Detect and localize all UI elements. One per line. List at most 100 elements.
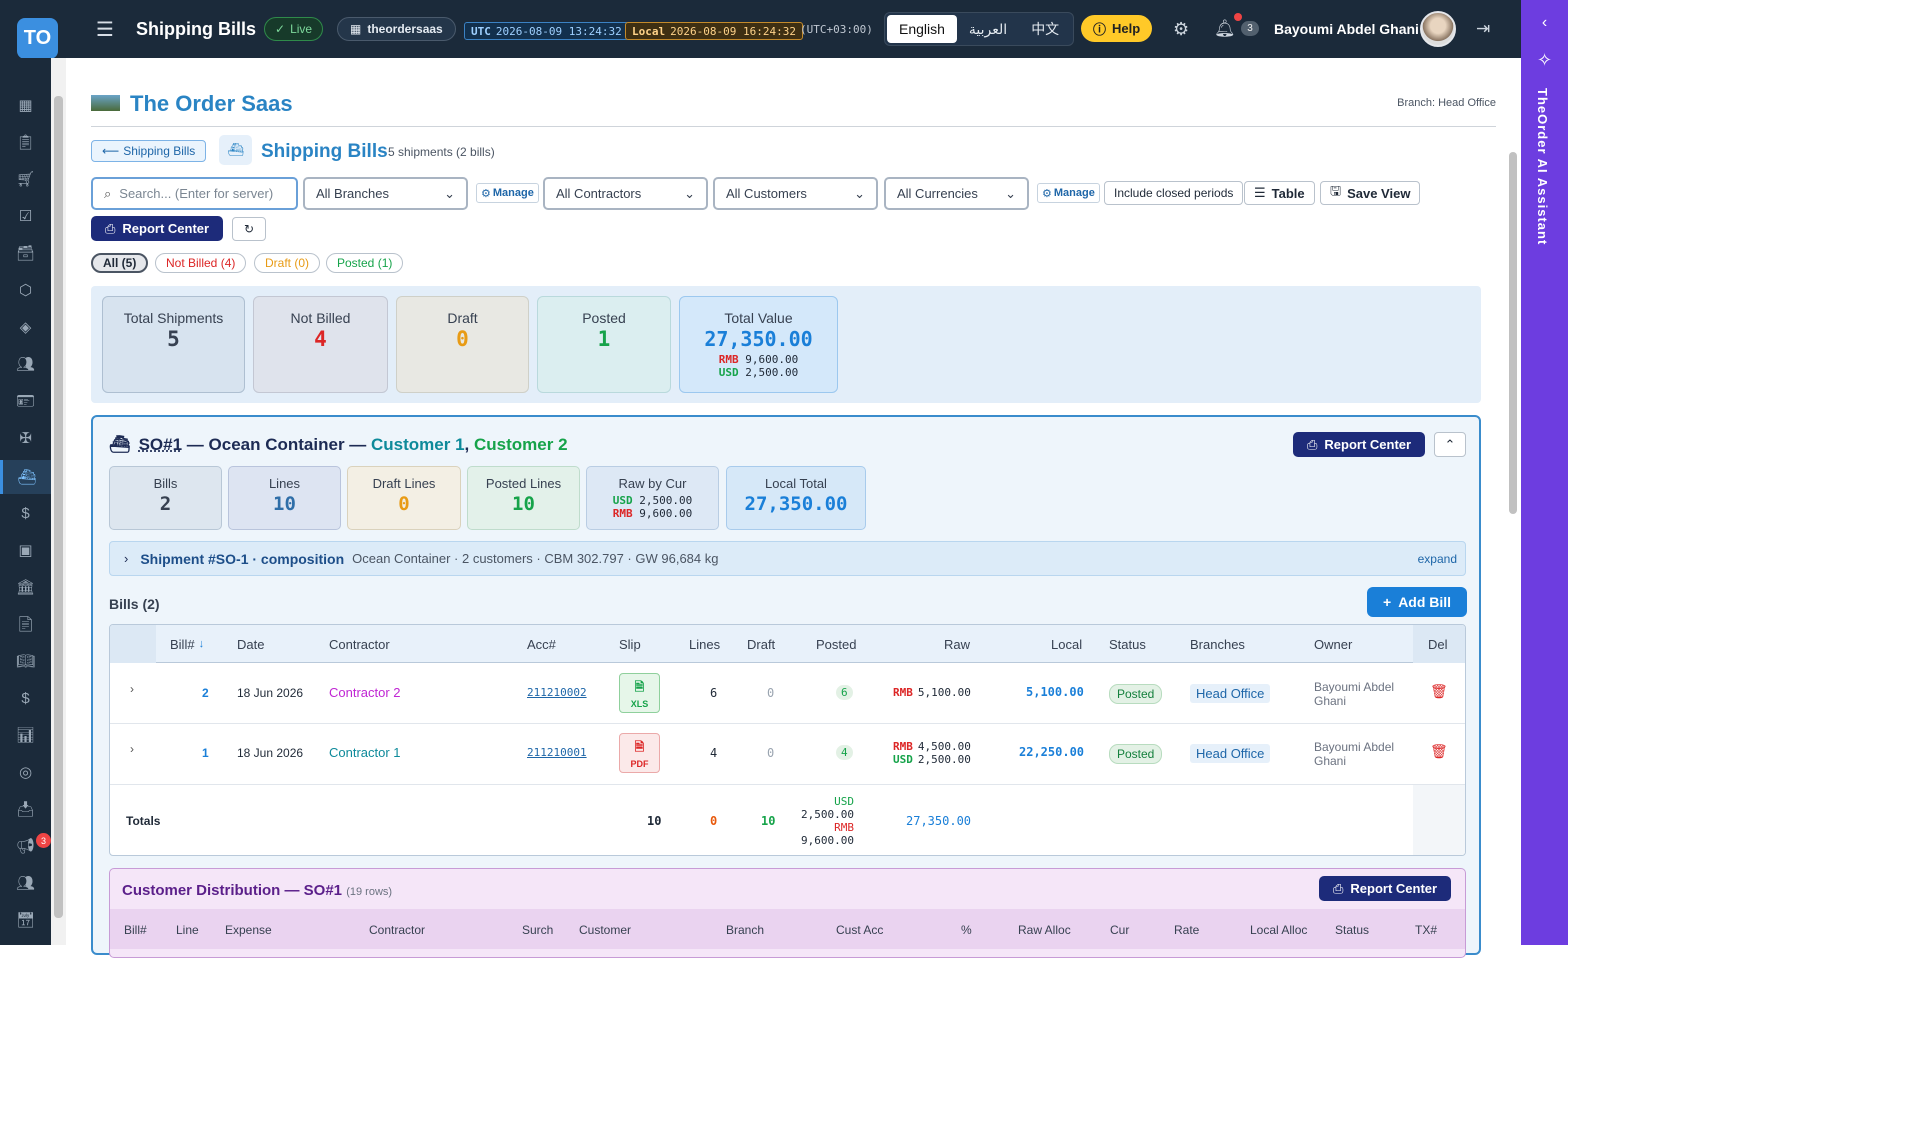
chevron-right-icon[interactable]: › <box>130 742 134 756</box>
col-branches[interactable]: Branches <box>1190 636 1245 652</box>
add-bill-button[interactable]: + Add Bill <box>1367 587 1468 617</box>
shipment-report-center-button[interactable]: ⎙ Report Center <box>1293 432 1426 457</box>
dashboard-icon[interactable]: ▦ <box>18 97 33 114</box>
customer-link[interactable]: Customer 1 <box>371 435 465 454</box>
include-closed-toggle[interactable]: Include closed periods <box>1104 181 1244 205</box>
megaphone-icon[interactable]: 📢︎ <box>15 838 36 855</box>
bill-number[interactable]: 2 <box>202 686 209 700</box>
slip-xls-button[interactable]: 🗎︎ XLS <box>619 673 660 713</box>
cd-col-raw-alloc[interactable]: Raw Alloc <box>1018 923 1071 937</box>
team-icon[interactable]: 👥︎ <box>15 875 36 892</box>
dollar-icon[interactable]: $ <box>21 689 30 707</box>
col-acc[interactable]: Acc# <box>527 636 556 652</box>
lang-arabic[interactable]: العربية <box>968 20 1008 37</box>
sidebar-scrollbar[interactable] <box>51 58 66 945</box>
branches-select[interactable]: All Branches ⌄ <box>303 177 468 210</box>
layers-icon[interactable]: ◈ <box>19 319 32 336</box>
trash-icon[interactable]: 🗑︎ <box>1430 743 1448 759</box>
collapse-button[interactable]: ⌃ <box>1434 432 1466 457</box>
cd-col-customer[interactable]: Customer <box>579 923 632 937</box>
main-scrollbar[interactable] <box>1506 138 1521 945</box>
dollar-doc-icon[interactable]: $ <box>21 504 30 522</box>
cd-col-local-alloc[interactable]: Local Alloc <box>1250 923 1308 937</box>
users-icon[interactable]: 👥︎ <box>15 356 36 373</box>
wallet-icon[interactable]: ▣ <box>18 542 33 559</box>
trash-icon[interactable]: 🗑︎ <box>1430 683 1448 699</box>
account-link[interactable]: 211210002 <box>527 686 587 699</box>
col-lines[interactable]: Lines <box>689 636 721 652</box>
gear-icon[interactable]: ⚙ <box>1173 18 1190 39</box>
col-posted[interactable]: Posted <box>816 636 857 652</box>
back-button[interactable]: ⟵ Shipping Bills <box>91 140 207 162</box>
app-logo[interactable]: TO <box>17 18 58 59</box>
bank-icon[interactable]: 🏛︎ <box>15 579 36 596</box>
col-date[interactable]: Date <box>237 636 265 652</box>
col-status[interactable]: Status <box>1109 636 1146 652</box>
shipment-link[interactable]: SO#1 <box>138 435 183 454</box>
customers-select[interactable]: All Customers ⌄ <box>713 177 878 210</box>
chevron-right-icon[interactable]: › <box>130 682 134 696</box>
manage-currencies-button[interactable]: ⚙ Manage <box>1037 183 1100 203</box>
composition-bar[interactable]: › Shipment #SO-1 · composition Ocean Con… <box>109 541 1466 576</box>
col-owner[interactable]: Owner <box>1314 636 1353 652</box>
person-icon[interactable]: ✠ <box>19 430 32 447</box>
cd-col-rate[interactable]: Rate <box>1174 923 1200 937</box>
col-contractor[interactable]: Contractor <box>329 636 390 652</box>
ship-icon[interactable]: ⛴ <box>0 460 51 494</box>
calendar-clock-icon[interactable]: 📅︎ <box>15 912 36 929</box>
book-icon[interactable]: 📖︎ <box>15 653 36 670</box>
cd-col-cust-acc[interactable]: Cust Acc <box>836 923 884 937</box>
lang-chinese[interactable]: 中文 <box>1031 21 1060 37</box>
cd-col-expense[interactable]: Expense <box>225 923 272 937</box>
contractors-select[interactable]: All Contractors ⌄ <box>543 177 708 210</box>
currencies-select[interactable]: All Currencies ⌄ <box>884 177 1029 210</box>
table-row[interactable]: › 1 18 Jun 2026 Contractor 1 211210001 🗎… <box>110 724 1465 784</box>
help-button[interactable]: ⓘ Help <box>1081 15 1153 42</box>
bill-number[interactable]: 1 <box>202 746 209 760</box>
slip-pdf-button[interactable]: 🗎︎ PDF <box>619 733 660 773</box>
cd-col-surch[interactable]: Surch <box>522 923 554 937</box>
ai-assistant-panel[interactable]: ‹ ✧ TheOrder AI Assistant <box>1521 0 1568 945</box>
search-input[interactable]: ⌕ Search... (Enter for server) <box>91 177 298 210</box>
cd-report-center-button[interactable]: ⎙ Report Center <box>1319 876 1452 901</box>
cd-col-status[interactable]: Status <box>1335 923 1370 937</box>
badge-icon[interactable]: 🪪︎ <box>15 393 36 410</box>
table-row[interactable]: › 2 18 Jun 2026 Contractor 2 211210002 🗎… <box>110 664 1465 724</box>
account-link[interactable]: 211210001 <box>527 746 587 759</box>
chart-icon[interactable]: 📊︎ <box>15 727 36 744</box>
document-icon[interactable]: 📄︎ <box>15 616 36 633</box>
chip-posted[interactable]: Posted (1) <box>326 253 404 273</box>
chip-not-billed[interactable]: Not Billed (4) <box>155 253 247 273</box>
chip-draft[interactable]: Draft (0) <box>254 253 321 273</box>
save-view-button[interactable]: 🖫︎ Save View <box>1320 181 1421 205</box>
cd-col-bill[interactable]: Bill# <box>124 923 147 937</box>
col-bill[interactable]: Bill# ↓ <box>170 625 204 663</box>
checklist-icon[interactable]: ☑ <box>18 208 33 225</box>
expand-link[interactable]: expand <box>1417 551 1457 566</box>
contractor-link[interactable]: Contractor 1 <box>329 745 401 760</box>
avatar[interactable] <box>1420 11 1456 47</box>
contractor-link[interactable]: Contractor 2 <box>329 685 401 700</box>
manage-branches-button[interactable]: ⚙ Manage <box>476 183 539 203</box>
box-icon[interactable]: ⬡ <box>18 282 33 299</box>
cd-col-line[interactable]: Line <box>176 923 199 937</box>
user-name[interactable]: Bayoumi Abdel Ghani <box>1274 21 1419 37</box>
chevron-left-icon[interactable]: ‹ <box>1541 14 1548 31</box>
coins-icon[interactable]: ◎ <box>18 764 33 781</box>
report-center-button[interactable]: ⎙ Report Center <box>91 216 224 241</box>
inbox-icon[interactable]: 📥︎ <box>15 801 36 818</box>
cd-col-branch[interactable]: Branch <box>726 923 765 937</box>
cd-col-contractor[interactable]: Contractor <box>369 923 426 937</box>
logout-icon[interactable]: ⇥ <box>1476 19 1491 38</box>
clipboard-icon[interactable]: 📋︎ <box>15 134 36 151</box>
col-local[interactable]: Local <box>1051 636 1083 652</box>
cd-col-percent[interactable]: % <box>961 923 972 937</box>
col-raw[interactable]: Raw <box>944 636 971 652</box>
cart-icon[interactable]: 🛒︎ <box>15 171 36 188</box>
archive-icon[interactable]: 🗃︎ <box>15 245 36 262</box>
col-slip[interactable]: Slip <box>619 636 641 652</box>
customer-link[interactable]: Customer 2 <box>474 435 568 454</box>
tenant-badge[interactable]: ▦ theordersaas <box>337 17 456 41</box>
bell-icon[interactable]: 🔔︎ <box>1214 19 1236 38</box>
col-draft[interactable]: Draft <box>747 636 776 652</box>
